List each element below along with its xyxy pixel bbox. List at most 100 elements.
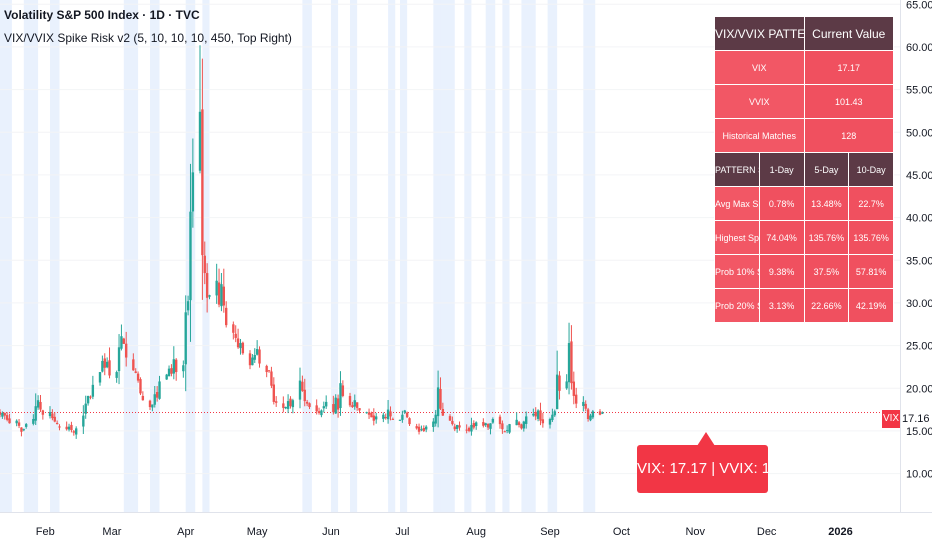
candle-body [248, 353, 252, 366]
highlight-band [302, 0, 312, 512]
candle-body [203, 255, 206, 274]
candle-body [458, 425, 461, 428]
candle-body [305, 401, 309, 404]
candle-body [67, 426, 71, 430]
candle-body [501, 423, 504, 430]
candle-body [5, 415, 9, 420]
candle-body [534, 411, 537, 417]
candle-body [139, 379, 142, 394]
candle-body [125, 343, 128, 358]
row-matches-label: Historical Matches [714, 118, 805, 153]
table-header-current-value: Current Value [803, 16, 894, 51]
x-tick-label: Aug [466, 526, 486, 538]
candle-body [0, 412, 2, 415]
candle-body [175, 359, 178, 373]
y-tick-label: 20.00 [906, 383, 932, 395]
stats-header-10day: 10-Day [848, 152, 894, 187]
x-tick-label: 2026 [828, 526, 852, 538]
candle-body [553, 411, 556, 416]
candle-body [236, 338, 240, 348]
candle-body [220, 284, 223, 307]
indicator-label[interactable]: VIX/VVIX Spike Risk v2 (5, 10, 10, 10, 4… [4, 31, 292, 45]
candle-body [417, 426, 421, 432]
candle-body [182, 365, 185, 372]
candle-body [551, 414, 554, 421]
stats-cell: 135.76% [848, 220, 894, 255]
candle-body [348, 396, 352, 406]
candle-body [53, 416, 56, 422]
candle-body [132, 359, 135, 371]
candle-body [398, 419, 402, 421]
candle-body [367, 412, 371, 415]
candle-body [201, 109, 204, 256]
candle-body [508, 424, 511, 433]
x-tick-label: Sep [540, 526, 560, 538]
row-vvix-value: 101.43 [803, 84, 894, 119]
candle-body [136, 373, 140, 381]
y-tick-label: 55.00 [906, 85, 932, 97]
candle-body [141, 395, 145, 401]
candle-body [336, 398, 340, 410]
highlight-band [0, 0, 12, 512]
candle-body [422, 427, 425, 431]
candle-body [151, 404, 154, 408]
candle-body [70, 424, 73, 431]
candle-body [189, 211, 192, 301]
candle-body [351, 405, 354, 408]
candle-body [148, 400, 152, 408]
candle-body [467, 427, 471, 431]
candle-body [455, 424, 459, 429]
highlight-band [330, 0, 339, 512]
candle-body [541, 419, 545, 424]
candle-body [20, 427, 23, 432]
candle-body [17, 422, 21, 426]
candle-body [536, 410, 540, 419]
candle-body [341, 385, 345, 396]
candle-body [291, 400, 295, 408]
candle-body [434, 414, 437, 424]
candle-body [217, 282, 221, 305]
y-tick-label: 15.00 [906, 426, 932, 438]
candle-body [22, 429, 25, 431]
stats-header-1day: 1-Day [758, 152, 805, 187]
candle-body [555, 374, 559, 410]
candle-body [325, 401, 328, 407]
candle-body [32, 418, 35, 424]
candle-body [184, 312, 187, 365]
symbol-tag: VIX [882, 410, 900, 428]
candle-body [105, 361, 109, 368]
candle-body [522, 421, 525, 429]
highlight-band [485, 0, 496, 512]
candle-body [8, 418, 11, 424]
candle-body [332, 404, 335, 413]
candle-body [491, 418, 495, 423]
candle-body [55, 422, 59, 425]
candle-body [408, 418, 411, 425]
candle-body [239, 343, 242, 349]
candle-body [567, 343, 571, 383]
price-axis: 10.00 15.00 20.00 25.00 30.00 35.00 40.00 45.00… [906, 0, 932, 481]
candle-body [103, 358, 106, 368]
candle-body [475, 422, 478, 427]
candle-body [289, 398, 292, 407]
candle-body [353, 400, 356, 407]
row-vix-label: VIX [714, 50, 805, 85]
x-tick-label: Jul [395, 526, 409, 538]
candle-body [191, 172, 195, 212]
candle-body [403, 410, 406, 413]
stats-cell: 22.66% [803, 288, 850, 323]
candle-body [382, 414, 385, 419]
candle-body [436, 387, 440, 417]
y-tick-label: 25.00 [906, 341, 932, 353]
candle-body [58, 426, 61, 428]
candle-body [548, 418, 552, 425]
highlight-band [350, 0, 358, 512]
candle-body [134, 371, 137, 373]
candle-body [334, 397, 337, 414]
candle-body [34, 406, 37, 421]
candle-body [441, 408, 445, 416]
chart-title: Volatility S&P 500 Index · 1D · TVC [4, 8, 200, 22]
candle-body [48, 412, 52, 417]
vix-vvix-callout: VIX: 17.17 | VVIX: 101.43 [637, 432, 808, 493]
candle-body [36, 400, 40, 408]
